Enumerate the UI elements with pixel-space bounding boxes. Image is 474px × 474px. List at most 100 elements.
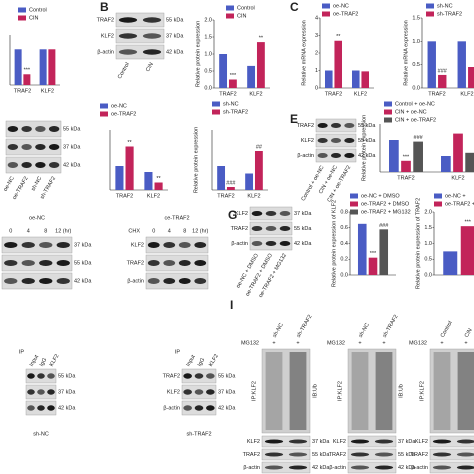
row-label: KLF2 [101,33,114,39]
legend-swatch [426,3,434,9]
blot-band [279,225,291,232]
y-tick-label: 0.2 [340,257,348,263]
blot-band [39,241,53,249]
blot-band [163,241,176,249]
x-tick-label: TRAF2 [428,91,445,97]
smear-lane [433,352,451,430]
size-label: 37 kDa [312,439,330,445]
blot-strip [429,448,474,461]
blot-band [432,452,452,457]
blot-band [456,452,474,457]
bar [357,223,367,275]
y-tick-label: 2.0 [424,209,432,215]
size-label: 42 kDa [63,162,81,168]
treatment-sign: + [464,340,467,346]
legend-label: oe-TRAF2 + DMSO [361,201,410,207]
bar [39,49,47,85]
ib-label: IB:Ub [312,384,318,398]
annotation: ** [336,34,341,40]
lane-label: Input [185,354,197,368]
y-tick-label: 2.0 [204,17,212,23]
time-label: 4 [168,228,171,234]
legend-label: oe-TRAF2 [333,11,358,17]
size-label: 37 kDa [63,144,81,150]
y-tick-label: 1.0 [412,39,420,45]
y-tick-label: 2 [315,50,318,56]
legend-label: sh-TRAF2 [223,109,248,115]
bar [443,251,458,275]
y-tick-label: 0.4 [340,241,348,247]
legend-label: Control + oe-NC [395,101,435,107]
treatment-sign: + [272,340,275,346]
blot-band [265,240,277,247]
panel-letter: C [290,0,299,14]
row-label: KLF2 [167,389,180,395]
blot-strip [429,461,474,474]
legend-swatch [226,5,234,11]
panel-letter: G [228,208,237,222]
blot-band [163,277,176,285]
side-label: CHX [128,228,140,234]
bar [351,70,360,88]
y-tick-label: 0.6 [340,225,348,231]
smear-lane [457,352,474,430]
blot-band [47,373,55,379]
treatment-sign: + [440,340,443,346]
blot-band [251,225,263,232]
size-label: 55 kDa [358,138,376,144]
y-tick-label: 0 [315,85,318,91]
row-label: β-actin [231,241,248,247]
blot-band [21,125,32,133]
blot-band [142,33,162,39]
blot-band [142,49,162,55]
row-label: KLF2 [415,439,428,445]
row-label: β-actin [411,465,428,471]
legend-label: CIN [237,13,247,19]
bar [217,166,226,190]
y-axis-label: Relative protein expression of KLF2 [331,200,337,287]
time-label: 8 [183,228,186,234]
size-label: 37 kDa [74,242,92,248]
blot-band [432,465,452,470]
size-label: 37 kDa [58,389,76,395]
lane-label: sh-NC [272,322,285,339]
lane-label: sh-TRAF2 [296,314,314,339]
blot-strip [1,236,73,254]
blot-band [147,241,160,249]
bar [247,65,256,88]
panel-letter: B [100,0,109,14]
legend-swatch [350,193,358,199]
blot-band [194,389,204,395]
blot-strip [5,138,62,156]
time-label: 4 [27,228,30,234]
size-label: 55 kDa [166,17,184,23]
bar [460,226,474,275]
blot-band [288,465,308,470]
y-tick-label: 1.0 [424,241,432,247]
row-label: β-actin [127,278,144,284]
legend-label: oe-NC + [445,193,466,199]
bar [427,41,436,88]
row-label: TRAF2 [243,452,260,458]
row-label: TRAF2 [97,17,114,23]
lane-label: IgG [39,357,49,368]
blot-band [330,122,342,129]
blot-band [118,33,138,39]
blot-band [7,125,19,133]
blot-band [35,125,46,133]
blot-strip [261,461,311,474]
blot-band [7,161,19,169]
blot-band [35,161,46,169]
blot-band [264,452,284,457]
blot-band [264,439,284,444]
annotation: ** [156,176,161,182]
blot-band [279,210,291,217]
bar [219,54,228,88]
blot-band [35,143,46,151]
treatment-label: MG132 [409,340,427,346]
lane-label: CIN [464,327,474,338]
blot-band [27,405,35,411]
blot-band [317,152,328,159]
bar [441,156,451,172]
